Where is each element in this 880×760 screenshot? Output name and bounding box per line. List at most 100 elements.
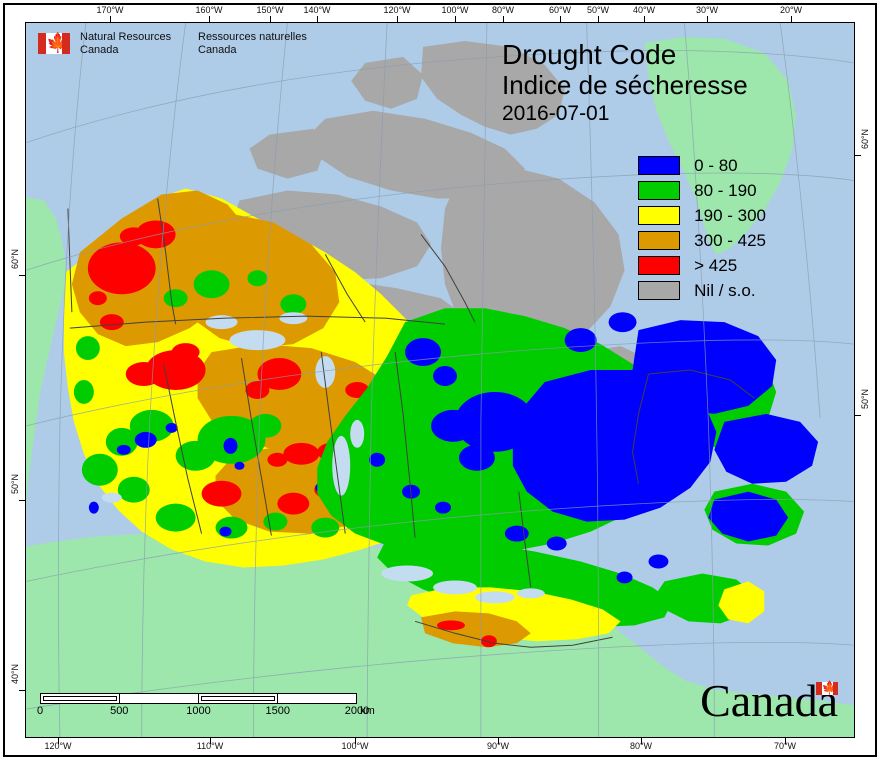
legend-row: 300 - 425 <box>638 228 766 253</box>
legend-swatch <box>638 256 681 275</box>
scale-tick-label: 0 <box>36 705 44 717</box>
canada-flag-icon: 🍁 <box>816 681 838 695</box>
map-panel[interactable]: 🍁 Natural Resources Canada Ressources na… <box>25 22 855 738</box>
legend-swatch <box>638 156 681 175</box>
axis-tick <box>855 155 861 156</box>
axis-tick <box>270 16 271 22</box>
axis-tick-label: 50°N <box>10 473 20 495</box>
axis-tick-label: 100°W <box>341 741 369 751</box>
legend-row: 0 - 80 <box>638 153 766 178</box>
axis-tick-label: 140°W <box>303 5 331 15</box>
dc-region-300-425-south-ontario <box>421 611 531 648</box>
axis-tick <box>317 16 318 22</box>
axis-tick-label: 60°W <box>548 5 572 15</box>
drought-code-raster-layer <box>63 188 819 648</box>
scale-tick-label: 2000 <box>344 705 370 717</box>
canada-flag-icon: 🍁 <box>38 33 70 54</box>
axis-tick-label: 30°W <box>695 5 719 15</box>
nrcan-fr-line2: Canada <box>198 44 237 56</box>
map-date: 2016-07-01 <box>502 102 610 125</box>
axis-tick <box>785 738 786 744</box>
nrcan-en-line1: Natural Resources <box>80 31 172 43</box>
scale-segment <box>199 694 278 703</box>
legend-swatch <box>638 206 681 225</box>
scale-segment <box>278 694 356 703</box>
axis-tick <box>19 275 25 276</box>
legend-label: > 425 <box>694 255 738 275</box>
legend-swatch <box>638 231 681 250</box>
axis-tick-label: 60°N <box>860 128 870 150</box>
dc-region-190-300-nova-scotia <box>718 581 765 624</box>
nrcan-en-line2: Canada <box>80 44 119 56</box>
legend-row: Nil / s.o. <box>638 278 766 303</box>
legend-label: Nil / s.o. <box>694 280 756 300</box>
axis-tick-label: 40°N <box>10 663 20 685</box>
axis-tick <box>791 16 792 22</box>
scale-tick-label: 1500 <box>265 705 290 717</box>
canada-wordmark: Canada 🍁 <box>700 675 838 726</box>
scale-tick-label: 500 <box>110 705 129 717</box>
axis-tick <box>58 738 59 744</box>
axis-tick <box>210 738 211 744</box>
map-subtitle: Indice de sécheresse <box>502 70 748 100</box>
axis-tick-label: 100°W <box>441 5 469 15</box>
axis-tick <box>19 500 25 501</box>
axis-tick-label: 20°W <box>779 5 803 15</box>
axis-bottom: 120°W 110°W 100°W 90°W 80°W 70°W <box>5 738 875 755</box>
axis-tick <box>455 16 456 22</box>
axis-top: 170°W 160°W 150°W 140°W 120°W 100°W 80°W 60°W 50… <box>5 5 875 22</box>
map-title: Drought Code <box>502 39 677 70</box>
axis-left: 60°N 50°N 40°N <box>5 22 25 738</box>
legend-row: 190 - 300 <box>638 203 766 228</box>
axis-tick <box>598 16 599 22</box>
legend-row: 80 - 190 <box>638 178 766 203</box>
axis-tick-label: 80°W <box>629 741 653 751</box>
axis-tick-label: 120°W <box>44 741 72 751</box>
legend-label: 80 - 190 <box>694 180 757 200</box>
axis-tick-label: 50°W <box>586 5 610 15</box>
axis-tick <box>503 16 504 22</box>
scale-bar-labels: 0 500 1000 1500 2000 km <box>36 705 375 719</box>
legend: 0 - 80 80 - 190 190 - 300 300 - 425 > 425 Nil… <box>638 153 766 303</box>
axis-tick-label: 90°W <box>486 741 510 751</box>
legend-label: 0 - 80 <box>694 155 738 175</box>
title-block: Drought Code Indice de sécheresse 2016-0… <box>502 39 832 127</box>
axis-tick-label: 160°W <box>195 5 223 15</box>
legend-label: 190 - 300 <box>694 205 766 225</box>
axis-tick <box>209 16 210 22</box>
axis-tick <box>19 690 25 691</box>
axis-tick-label: 150°W <box>256 5 284 15</box>
scale-segment <box>120 694 199 703</box>
axis-tick-label: 120°W <box>383 5 411 15</box>
legend-swatch <box>638 181 681 200</box>
graticule-layer <box>26 23 854 737</box>
lakes-layer <box>101 312 545 604</box>
legend-swatch <box>638 281 681 300</box>
nrcan-fr-line1: Ressources naturelles <box>198 31 307 43</box>
legend-row: > 425 <box>638 253 766 278</box>
scale-bar-group: 0 500 1000 1500 2000 km <box>36 693 375 719</box>
axis-tick <box>110 16 111 22</box>
canada-wordmark-text: Canada <box>700 675 838 726</box>
axis-tick <box>498 738 499 744</box>
nrcan-signature-french: Ressources naturelles Canada <box>198 31 318 57</box>
axis-tick <box>355 738 356 744</box>
nrcan-signature-english: Natural Resources Canada <box>80 31 188 57</box>
axis-tick-label: 70°W <box>773 741 797 751</box>
axis-tick-label: 40°W <box>632 5 656 15</box>
map-canvas <box>26 23 854 737</box>
axis-tick-label: 110°W <box>196 741 224 751</box>
axis-tick <box>397 16 398 22</box>
axis-tick-label: 170°W <box>96 5 124 15</box>
scale-bar <box>40 693 357 704</box>
axis-tick <box>560 16 561 22</box>
axis-tick-label: 60°N <box>10 248 20 270</box>
scale-segment <box>41 694 120 703</box>
axis-tick <box>707 16 708 22</box>
nrcan-signature: 🍁 Natural Resources Canada Ressources na… <box>38 31 318 57</box>
axis-tick <box>641 738 642 744</box>
axis-tick <box>855 415 861 416</box>
legend-label: 300 - 425 <box>694 230 766 250</box>
axis-tick <box>644 16 645 22</box>
